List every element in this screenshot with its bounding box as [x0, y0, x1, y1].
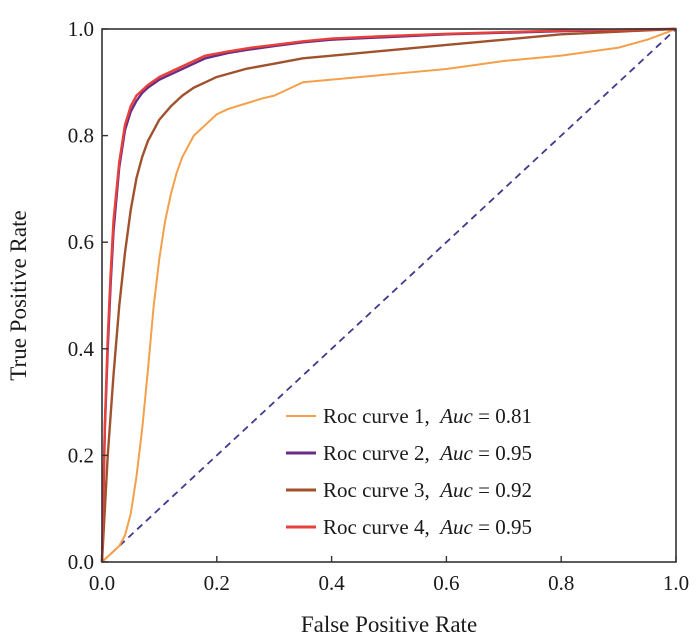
legend-auc-value: 0.92 [495, 478, 532, 502]
legend-label: Roc curve 2, Auc = 0.95 [323, 441, 532, 465]
legend-auc-label: Auc [438, 515, 473, 539]
x-tick-label: 0.2 [204, 571, 230, 595]
legend-entry-1: Roc curve 1, Auc = 0.81 [286, 404, 532, 428]
legend-auc-value: 0.81 [495, 404, 532, 428]
x-tick-label: 0.6 [433, 571, 459, 595]
legend-label: Roc curve 4, Auc = 0.95 [323, 515, 532, 539]
legend-series-name: Roc curve 2 [323, 441, 424, 465]
y-axis-label: True Positive Rate [6, 210, 31, 380]
x-tick-label: 0.8 [548, 571, 574, 595]
legend-auc-label: Auc [438, 404, 473, 428]
reference-diagonal-line [101, 28, 677, 563]
y-tick-label: 0.0 [68, 550, 94, 574]
y-tick-label: 1.0 [68, 17, 94, 41]
curves-layer [100, 27, 677, 563]
legend-auc-label: Auc [438, 441, 473, 465]
ticks-layer: 0.0 0.2 0.4 0.6 0.8 1.0 0.0 0.2 0.4 0.6 0.8 1.0 [68, 17, 689, 595]
legend-auc-label: Auc [438, 478, 473, 502]
x-tick-label: 0.4 [318, 571, 345, 595]
legend: Roc curve 1, Auc = 0.81 Roc curve 2, Auc … [286, 404, 532, 539]
y-tick-label: 0.6 [68, 230, 94, 254]
y-tick-label: 0.2 [68, 443, 94, 467]
legend-entry-3: Roc curve 3, Auc = 0.92 [286, 478, 532, 502]
legend-label: Roc curve 1, Auc = 0.81 [323, 404, 532, 428]
x-tick-label: 0.0 [89, 571, 115, 595]
roc-curve-4-line [100, 27, 677, 563]
legend-series-name: Roc curve 3 [323, 478, 424, 502]
legend-equals: = [473, 404, 495, 428]
legend-separator: , [424, 441, 440, 465]
y-tick-label: 0.8 [68, 124, 94, 148]
legend-auc-value: 0.95 [495, 515, 532, 539]
legend-separator: , [424, 515, 440, 539]
plot-frame [101, 28, 677, 563]
x-tick-label: 1.0 [663, 571, 689, 595]
legend-entry-2: Roc curve 2, Auc = 0.95 [286, 441, 532, 465]
legend-separator: , [424, 404, 440, 428]
x-axis-label: False Positive Rate [301, 612, 477, 637]
legend-auc-value: 0.95 [495, 441, 532, 465]
roc-curve-3-line [100, 27, 677, 563]
y-tick-label: 0.4 [68, 337, 95, 361]
legend-equals: = [473, 515, 495, 539]
roc-curve-1-line [101, 28, 677, 563]
legend-label: Roc curve 3, Auc = 0.92 [323, 478, 532, 502]
legend-equals: = [473, 478, 495, 502]
legend-series-name: Roc curve 4 [323, 515, 425, 539]
legend-entry-4: Roc curve 4, Auc = 0.95 [286, 515, 532, 539]
legend-series-name: Roc curve 1 [323, 404, 424, 428]
legend-equals: = [473, 441, 495, 465]
legend-separator: , [424, 478, 440, 502]
